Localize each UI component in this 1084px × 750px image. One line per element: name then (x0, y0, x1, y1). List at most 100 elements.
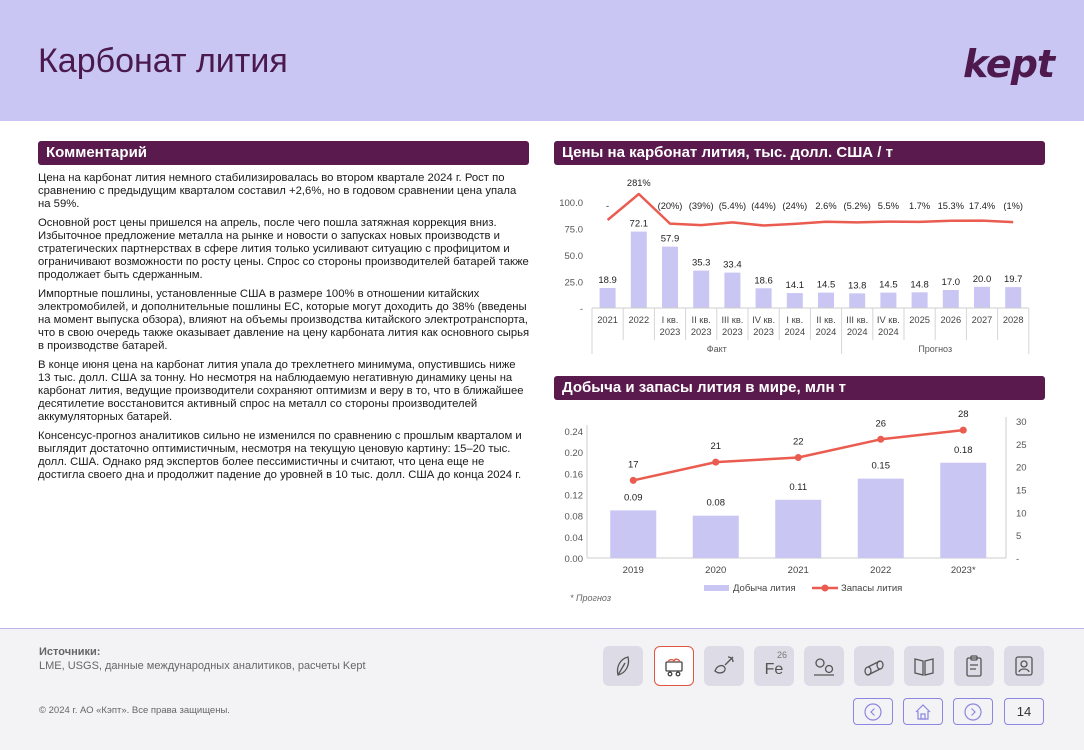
price-bar (911, 292, 928, 308)
iron-element-icon[interactable]: 26 Fe (754, 646, 794, 686)
pipes-icon[interactable] (854, 646, 894, 686)
line-value-label: 22 (793, 437, 804, 448)
left-y-tick-label: 0.12 (565, 491, 584, 502)
kept-logo: kept (963, 42, 1055, 86)
change-label: 281% (627, 178, 651, 188)
x-tick-label: II кв. (816, 315, 835, 325)
footer-divider (0, 628, 1084, 629)
bar-value-label: 17.0 (942, 277, 961, 288)
production-chart-header: Добыча и запасы лития в мире, млн т (554, 376, 1045, 400)
x-tick-label: II кв. (692, 315, 711, 325)
clipboard-icon[interactable] (954, 646, 994, 686)
group-label: Прогноз (918, 344, 952, 354)
home-button[interactable] (903, 698, 943, 725)
fe-symbol: Fe (764, 661, 784, 678)
left-y-tick-label: 0.08 (565, 512, 584, 523)
y-tick-label: 50.0 (565, 251, 584, 262)
bar-value-label: 14.5 (817, 280, 836, 291)
line-value-label: 17 (628, 459, 639, 470)
right-y-tick-label: 25 (1016, 440, 1027, 451)
comment-body: Цена на карбонат лития немного стабилизи… (38, 172, 530, 487)
x-tick-label: III кв. (721, 315, 743, 325)
reserves-point (712, 458, 720, 466)
bar-value-label: 35.3 (692, 258, 711, 269)
price-bar (1005, 287, 1022, 308)
bar-value-label: 14.8 (910, 279, 929, 290)
factory-gears-icon[interactable] (804, 646, 844, 686)
left-y-tick-label: 0.16 (565, 469, 584, 480)
group-label: Факт (707, 344, 727, 354)
reserves-point (877, 435, 885, 443)
comment-paragraph: Цена на карбонат лития немного стабилизи… (38, 172, 517, 211)
x-tick-label: 2020 (705, 565, 726, 576)
book-icon[interactable] (904, 646, 944, 686)
change-label: (5.4%) (719, 201, 746, 211)
x-tick-label: 2022 (628, 315, 649, 325)
right-y-tick-label: - (1016, 554, 1019, 565)
leaf-icon[interactable] (603, 646, 643, 686)
x-tick-label: 2027 (972, 315, 993, 325)
change-label: (44%) (751, 201, 776, 211)
production-bar (857, 478, 904, 558)
change-label: - (606, 201, 609, 211)
price-bar (662, 246, 678, 308)
price-bar (974, 286, 990, 308)
price-bar (786, 293, 803, 308)
legend-line-marker (821, 584, 829, 592)
right-y-tick-label: 15 (1016, 486, 1027, 497)
mine-cart-icon[interactable] (654, 646, 694, 686)
bar-value-label: 18.9 (598, 275, 617, 286)
line-value-label: 28 (958, 409, 969, 420)
production-bar (940, 462, 987, 558)
production-bar (610, 510, 657, 558)
change-label: 2.6% (815, 201, 836, 211)
line-value-label: 26 (875, 418, 886, 429)
footer (0, 629, 1084, 750)
change-label: 17.4% (969, 201, 995, 211)
price-bar (724, 272, 741, 308)
reserves-point (794, 454, 802, 462)
bar-value-label: 13.8 (848, 280, 867, 291)
bar-value-label: 14.5 (879, 280, 898, 291)
prev-page-button[interactable] (853, 698, 893, 725)
change-label: (1%) (1003, 201, 1023, 211)
price-bar (849, 293, 866, 308)
ore-pickaxe-icon[interactable] (704, 646, 744, 686)
y-tick-label: 75.0 (565, 225, 584, 236)
x-tick-label: 2024 (847, 327, 868, 337)
y-tick-label: 100.0 (559, 198, 583, 209)
reserves-point (959, 426, 967, 434)
bar-value-label: 0.09 (624, 492, 643, 503)
x-tick-label: III кв. (846, 315, 868, 325)
bar-value-label: 14.1 (786, 280, 805, 291)
line-value-label: 21 (710, 441, 721, 452)
comment-header: Комментарий (38, 141, 529, 165)
x-tick-label: 2022 (870, 565, 891, 576)
change-label: (24%) (782, 201, 807, 211)
left-y-tick-label: 0.20 (565, 448, 584, 459)
left-y-tick-label: 0.24 (565, 427, 584, 438)
x-tick-label: 2023* (951, 565, 976, 576)
price-bar (630, 231, 647, 308)
user-badge-icon[interactable] (1004, 646, 1044, 686)
left-y-tick-label: 0.04 (565, 533, 584, 544)
price-bar (599, 287, 616, 308)
left-y-tick-label: 0.00 (565, 554, 584, 565)
change-label: 5.5% (878, 201, 899, 211)
x-tick-label: IV кв. (877, 315, 900, 325)
production-bar (775, 499, 822, 558)
change-label: 15.3% (938, 201, 964, 211)
bar-value-label: 0.15 (872, 461, 891, 472)
bar-value-label: 20.0 (973, 274, 992, 285)
comment-paragraph: Импортные пошлины, установленные США в р… (38, 287, 530, 353)
next-page-button[interactable] (953, 698, 993, 725)
x-tick-label: IV кв. (752, 315, 775, 325)
x-tick-label: 2023 (660, 327, 681, 337)
bar-value-label: 19.7 (1004, 274, 1023, 285)
sources-title: Источники: (39, 646, 101, 658)
bar-value-label: 0.08 (707, 498, 726, 509)
page-number: 14 (1004, 698, 1044, 725)
fe-atomic-number: 26 (776, 650, 787, 660)
price-bar (818, 292, 834, 308)
x-tick-label: 2028 (1003, 315, 1024, 325)
